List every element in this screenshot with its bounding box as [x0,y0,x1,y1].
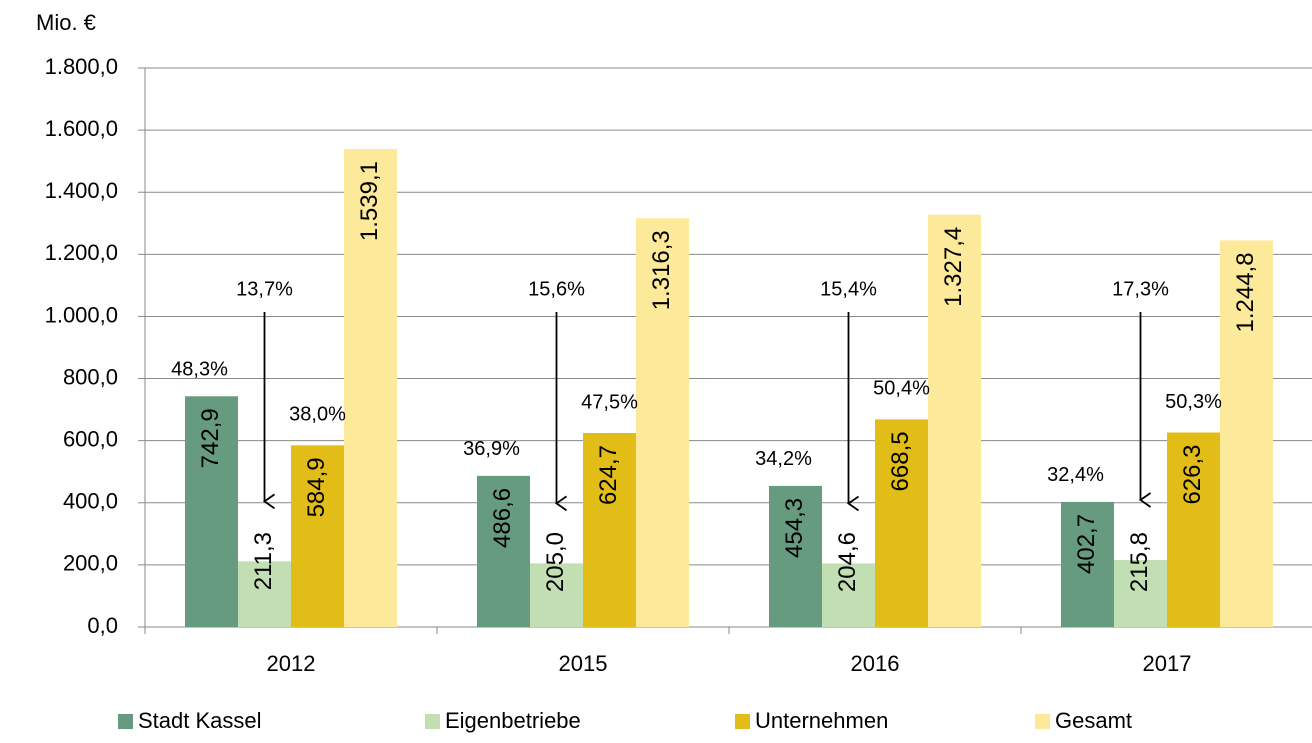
share-label: 17,3% [1112,278,1169,300]
legend-swatch [735,714,750,729]
share-label: 15,6% [528,278,585,300]
share-label: 15,4% [820,278,877,300]
bar [928,214,981,627]
share-label: 48,3% [171,359,228,381]
share-label: 36,9% [463,438,520,460]
bar [291,445,344,627]
share-label: 38,0% [289,404,346,426]
legend-swatch [425,714,440,729]
share-label: 50,4% [873,378,930,400]
value-label: 1.327,4 [940,227,967,307]
bar [185,396,238,627]
y-tick-label: 400,0 [63,489,118,514]
legend-label: Unternehmen [755,708,888,733]
value-label: 626,3 [1179,444,1206,504]
bar [1061,501,1114,627]
bar [583,432,636,627]
legend-label: Eigenbetriebe [445,708,581,733]
y-tick-label: 800,0 [63,364,118,389]
y-tick-label: 1.600,0 [45,116,118,141]
share-label: 50,3% [1165,391,1222,413]
legend-swatch [1035,714,1050,729]
x-tick-label: 2016 [851,651,900,676]
legend-label: Gesamt [1055,708,1132,733]
value-label: 584,9 [303,457,330,517]
bar [822,563,875,627]
bar [875,419,928,627]
value-label: 742,9 [197,408,224,468]
legend-swatch [118,714,133,729]
bar [238,561,291,627]
bar [769,485,822,627]
value-label: 1.316,3 [648,230,675,310]
value-label: 402,7 [1073,514,1100,574]
y-tick-label: 0,0 [87,613,118,638]
y-tick-label: 1.800,0 [45,54,118,79]
x-tick-label: 2015 [559,651,608,676]
share-label: 47,5% [581,391,638,413]
value-label: 1.244,8 [1232,252,1259,332]
y-tick-label: 1.400,0 [45,178,118,203]
bar [1167,432,1220,627]
value-label: 215,8 [1126,532,1153,592]
bar [530,563,583,627]
value-label: 204,6 [834,532,861,592]
bar [1114,559,1167,627]
share-label: 34,2% [755,448,812,470]
y-tick-label: 600,0 [63,426,118,451]
value-label: 211,3 [250,532,277,590]
bar [344,149,397,628]
bar [477,475,530,627]
legend-label: Stadt Kassel [138,708,262,733]
y-tick-label: 1.200,0 [45,240,118,265]
share-label: 32,4% [1047,464,1104,486]
value-label: 205,0 [542,532,569,592]
y-tick-label: 1.000,0 [45,302,118,327]
y-tick-label: 200,0 [63,551,118,576]
value-label: 454,3 [781,498,808,558]
x-tick-label: 2012 [267,651,316,676]
value-label: 1.539,1 [356,161,383,241]
y-axis-label: Mio. € [36,10,96,35]
x-tick-label: 2017 [1143,651,1192,676]
value-label: 486,6 [489,488,516,548]
bar [636,218,689,627]
bar [1220,240,1273,627]
value-label: 624,7 [595,445,622,505]
value-label: 668,5 [887,431,914,491]
share-label: 13,7% [236,278,293,300]
